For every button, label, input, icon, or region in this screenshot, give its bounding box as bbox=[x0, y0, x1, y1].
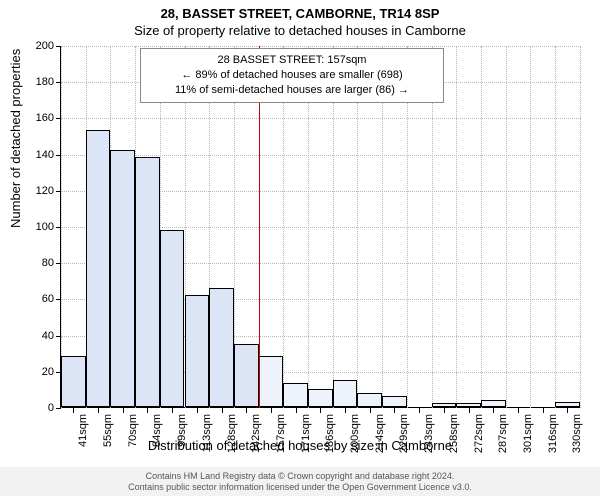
histogram-bar bbox=[160, 230, 185, 407]
x-tick-mark bbox=[370, 408, 371, 413]
histogram-bar bbox=[61, 356, 86, 407]
gridline-v bbox=[456, 46, 457, 408]
x-tick-mark bbox=[246, 408, 247, 413]
x-tick-mark bbox=[444, 408, 445, 413]
x-tick-mark bbox=[543, 408, 544, 413]
gridline-v bbox=[555, 46, 556, 408]
histogram-bar bbox=[481, 400, 506, 407]
histogram-bar bbox=[357, 393, 382, 407]
chart-title: 28, BASSET STREET, CAMBORNE, TR14 8SP bbox=[0, 0, 600, 21]
x-tick-mark bbox=[123, 408, 124, 413]
y-tick-label: 120 bbox=[24, 185, 54, 197]
x-tick-mark bbox=[147, 408, 148, 413]
x-tick-mark bbox=[296, 408, 297, 413]
x-axis-label: Distribution of detached houses by size … bbox=[0, 438, 600, 453]
gridline-v bbox=[481, 46, 482, 408]
y-tick-label: 20 bbox=[24, 366, 54, 378]
y-tick-label: 160 bbox=[24, 112, 54, 124]
y-tick-label: 60 bbox=[24, 293, 54, 305]
footer-line1: Contains HM Land Registry data © Crown c… bbox=[0, 471, 600, 482]
gridline-v bbox=[580, 46, 581, 408]
x-tick-mark bbox=[469, 408, 470, 413]
x-tick-mark bbox=[172, 408, 173, 413]
x-tick-mark bbox=[73, 408, 74, 413]
x-tick-mark bbox=[518, 408, 519, 413]
gridline-v bbox=[506, 46, 507, 408]
x-tick-mark bbox=[493, 408, 494, 413]
x-tick-mark bbox=[394, 408, 395, 413]
y-tick-mark bbox=[56, 408, 61, 409]
x-tick-mark bbox=[197, 408, 198, 413]
x-tick-mark bbox=[98, 408, 99, 413]
histogram-bar bbox=[555, 402, 580, 407]
histogram-bar bbox=[234, 344, 259, 407]
y-tick-label: 0 bbox=[24, 402, 54, 414]
histogram-bar bbox=[432, 403, 457, 407]
histogram-bar bbox=[456, 403, 481, 407]
chart-subtitle: Size of property relative to detached ho… bbox=[0, 21, 600, 38]
annotation-line2: ← 89% of detached houses are smaller (69… bbox=[147, 68, 437, 83]
histogram-bar bbox=[283, 383, 308, 407]
gridline-h bbox=[61, 46, 581, 47]
footer-line2: Contains public sector information licen… bbox=[0, 482, 600, 493]
histogram-bar bbox=[135, 157, 160, 407]
histogram-bar bbox=[185, 295, 210, 407]
y-tick-label: 100 bbox=[24, 221, 54, 233]
gridline-h bbox=[61, 118, 581, 119]
y-tick-label: 140 bbox=[24, 149, 54, 161]
footer: Contains HM Land Registry data © Crown c… bbox=[0, 467, 600, 497]
x-tick-mark bbox=[419, 408, 420, 413]
histogram-bar bbox=[308, 389, 333, 407]
x-tick-mark bbox=[567, 408, 568, 413]
y-tick-label: 80 bbox=[24, 257, 54, 269]
y-axis-label: Number of detached properties bbox=[8, 49, 23, 228]
gridline-v bbox=[530, 46, 531, 408]
x-tick-mark bbox=[222, 408, 223, 413]
histogram-bar bbox=[86, 130, 111, 407]
x-tick-mark bbox=[320, 408, 321, 413]
y-tick-label: 180 bbox=[24, 76, 54, 88]
x-tick-mark bbox=[271, 408, 272, 413]
histogram-bar bbox=[333, 380, 358, 407]
gridline-h bbox=[61, 155, 581, 156]
chart-container: 28, BASSET STREET, CAMBORNE, TR14 8SP Si… bbox=[0, 0, 600, 500]
histogram-bar bbox=[209, 288, 234, 407]
histogram-bar bbox=[110, 150, 135, 407]
y-tick-label: 200 bbox=[24, 40, 54, 52]
gridline-v bbox=[61, 46, 62, 408]
annotation-line3: 11% of semi-detached houses are larger (… bbox=[147, 83, 437, 98]
histogram-bar bbox=[382, 396, 407, 407]
y-tick-label: 40 bbox=[24, 330, 54, 342]
annotation-box: 28 BASSET STREET: 157sqm ← 89% of detach… bbox=[140, 48, 444, 103]
annotation-line1: 28 BASSET STREET: 157sqm bbox=[147, 53, 437, 68]
histogram-bar bbox=[259, 356, 284, 407]
x-tick-mark bbox=[345, 408, 346, 413]
